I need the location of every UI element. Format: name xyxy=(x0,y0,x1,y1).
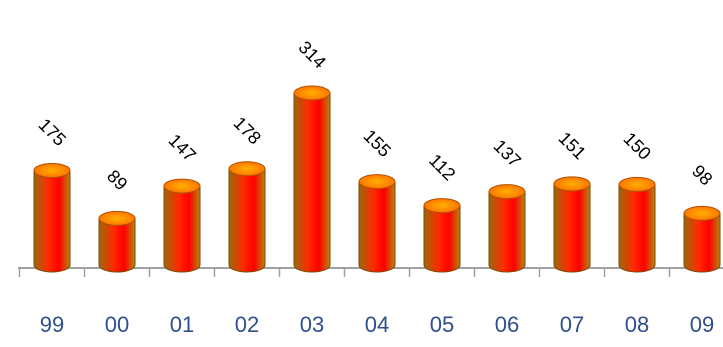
data-label: 178 xyxy=(230,113,265,148)
category-label: 06 xyxy=(495,312,519,337)
bar-06 xyxy=(488,184,526,273)
bar-body xyxy=(33,169,71,273)
bar-top-cap xyxy=(163,178,201,194)
category-label: 05 xyxy=(430,312,454,337)
data-label: 147 xyxy=(165,130,200,165)
data-label: 112 xyxy=(425,150,459,184)
bar-body xyxy=(618,183,656,273)
bar-body xyxy=(553,183,591,273)
bar-07 xyxy=(553,176,591,273)
category-label: 09 xyxy=(690,312,714,337)
bar-02 xyxy=(228,161,266,273)
data-label: 89 xyxy=(103,166,131,194)
bar-04 xyxy=(358,174,396,273)
bar-09 xyxy=(683,205,721,273)
bar-body xyxy=(98,217,136,273)
data-label: 314 xyxy=(295,37,330,72)
category-label: 08 xyxy=(625,312,649,337)
bar-top-cap xyxy=(488,184,526,200)
category-label: 04 xyxy=(365,312,389,337)
bar-body xyxy=(488,191,526,273)
bar-body xyxy=(423,205,461,273)
bar-03 xyxy=(293,85,331,273)
data-label: 175 xyxy=(35,115,70,150)
bar-top-cap xyxy=(358,174,396,190)
bar-body xyxy=(683,212,721,273)
data-label: 151 xyxy=(555,128,590,163)
bar-05 xyxy=(423,198,461,273)
bar-top-cap xyxy=(293,85,331,101)
bar-top-cap xyxy=(98,210,136,226)
bar-top-cap xyxy=(553,176,591,192)
data-label: 155 xyxy=(360,126,395,161)
bar-08 xyxy=(618,176,656,273)
bar-00 xyxy=(98,210,136,273)
bar-body xyxy=(293,92,331,273)
bar-body xyxy=(358,181,396,273)
bar-top-cap xyxy=(423,198,461,214)
category-label: 03 xyxy=(300,312,324,337)
bar-top-cap xyxy=(228,161,266,177)
bar-01 xyxy=(163,178,201,273)
bar-top-cap xyxy=(618,176,656,192)
data-label: 98 xyxy=(688,161,716,189)
bar-top-cap xyxy=(33,162,71,178)
bar-top-cap xyxy=(683,205,721,221)
bar-99 xyxy=(33,162,71,273)
category-label: 00 xyxy=(105,312,129,337)
category-label: 99 xyxy=(40,312,64,337)
category-label: 01 xyxy=(170,312,194,337)
plot-area: 175 99 89 00 147 01 178 02 314 03 155 04 112 05 137 06 1… xyxy=(18,37,723,337)
category-label: 02 xyxy=(235,312,259,337)
bar-body xyxy=(228,168,266,273)
bar-body xyxy=(163,185,201,273)
category-label: 07 xyxy=(560,312,584,337)
data-label: 150 xyxy=(620,128,655,163)
data-label: 137 xyxy=(490,136,525,171)
